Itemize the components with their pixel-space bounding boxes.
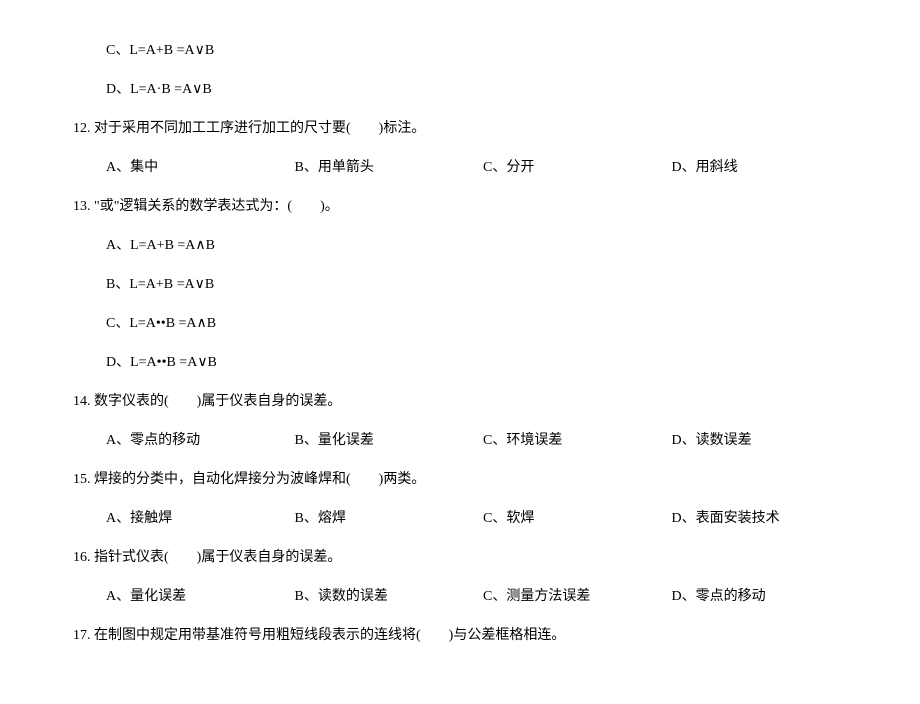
q12-optB: B、用单箭头 bbox=[295, 157, 484, 178]
q14-options: A、零点的移动 B、量化误差 C、环境误差 D、读数误差 bbox=[60, 430, 860, 451]
q11-option-c: C、L=A+B =A∨B bbox=[60, 40, 860, 61]
q17-text-span: 17. 在制图中规定用带基准符号用粗短线段表示的连线将( )与公差框格相连。 bbox=[73, 628, 565, 643]
q15-optD: D、表面安装技术 bbox=[672, 508, 861, 529]
q12-optC: C、分开 bbox=[483, 157, 672, 178]
q16-optB: B、读数的误差 bbox=[295, 586, 484, 607]
q13-text: 13. "或"逻辑关系的数学表达式为：( )。 bbox=[60, 196, 860, 217]
q14-optD: D、读数误差 bbox=[672, 430, 861, 451]
q16-text-span: 16. 指针式仪表( )属于仪表自身的误差。 bbox=[73, 550, 341, 565]
q13-optA-text: A、L=A+B =A∧B bbox=[106, 238, 215, 253]
q11-optD-text: D、L=A·B =A∨B bbox=[106, 82, 212, 97]
q13-option-c: C、L=A••B =A∧B bbox=[60, 313, 860, 334]
q12-text-span: 12. 对于采用不同加工工序进行加工的尺寸要( )标注。 bbox=[73, 121, 425, 136]
q14-optA: A、零点的移动 bbox=[106, 430, 295, 451]
q13-optB-text: B、L=A+B =A∨B bbox=[106, 277, 214, 292]
q16-text: 16. 指针式仪表( )属于仪表自身的误差。 bbox=[60, 547, 860, 568]
q12-options: A、集中 B、用单箭头 C、分开 D、用斜线 bbox=[60, 157, 860, 178]
q13-optC-text: C、L=A••B =A∧B bbox=[106, 316, 216, 331]
q12-text: 12. 对于采用不同加工工序进行加工的尺寸要( )标注。 bbox=[60, 118, 860, 139]
q16-optA: A、量化误差 bbox=[106, 586, 295, 607]
q11-option-d: D、L=A·B =A∨B bbox=[60, 79, 860, 100]
q14-text-span: 14. 数字仪表的( )属于仪表自身的误差。 bbox=[73, 394, 341, 409]
q13-option-a: A、L=A+B =A∧B bbox=[60, 235, 860, 256]
q12-optA: A、集中 bbox=[106, 157, 295, 178]
q17-text: 17. 在制图中规定用带基准符号用粗短线段表示的连线将( )与公差框格相连。 bbox=[60, 625, 860, 646]
q15-text: 15. 焊接的分类中，自动化焊接分为波峰焊和( )两类。 bbox=[60, 469, 860, 490]
q16-options: A、量化误差 B、读数的误差 C、测量方法误差 D、零点的移动 bbox=[60, 586, 860, 607]
q15-options: A、接触焊 B、熔焊 C、软焊 D、表面安装技术 bbox=[60, 508, 860, 529]
q13-text-span: 13. "或"逻辑关系的数学表达式为：( )。 bbox=[73, 199, 339, 214]
q14-text: 14. 数字仪表的( )属于仪表自身的误差。 bbox=[60, 391, 860, 412]
q15-optB: B、熔焊 bbox=[295, 508, 484, 529]
q12-optD: D、用斜线 bbox=[672, 157, 861, 178]
q14-optC: C、环境误差 bbox=[483, 430, 672, 451]
q16-optC: C、测量方法误差 bbox=[483, 586, 672, 607]
q14-optB: B、量化误差 bbox=[295, 430, 484, 451]
q13-option-b: B、L=A+B =A∨B bbox=[60, 274, 860, 295]
q15-optA: A、接触焊 bbox=[106, 508, 295, 529]
q13-option-d: D、L=A••B =A∨B bbox=[60, 352, 860, 373]
q13-optD-text: D、L=A••B =A∨B bbox=[106, 355, 217, 370]
q11-optC-text: C、L=A+B =A∨B bbox=[106, 43, 214, 58]
q15-optC: C、软焊 bbox=[483, 508, 672, 529]
q15-text-span: 15. 焊接的分类中，自动化焊接分为波峰焊和( )两类。 bbox=[73, 472, 425, 487]
q16-optD: D、零点的移动 bbox=[672, 586, 861, 607]
